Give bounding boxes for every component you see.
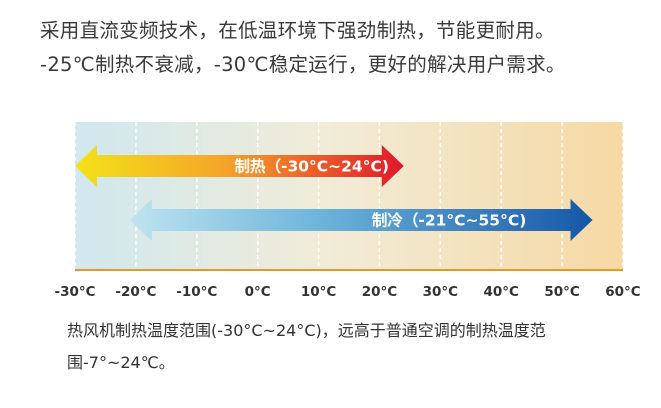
- heating-range-arrow: [75, 145, 404, 187]
- intro-line-1: 采用直流变频技术，在低温环境下强劲制热，节能更耐用。: [40, 19, 555, 42]
- axis-tick-label: 40°C: [483, 284, 519, 300]
- axis-tick-label: 50°C: [544, 284, 580, 300]
- heating-range-label: 制热（-30°C~24°C): [235, 157, 389, 176]
- axis-tick-label: 10°C: [301, 284, 337, 300]
- axis-tick-labels: -30°C -20°C -10°C 0°C 10°C 20°C 30°C 40°C 50°C 60…: [54, 284, 640, 300]
- axis-tick-label: -10°C: [176, 284, 217, 300]
- axis-tick-label: 0°C: [245, 284, 271, 300]
- axis-tick-label: 60°C: [605, 284, 641, 300]
- axis-tick-label: -30°C: [54, 284, 95, 300]
- footnote-line-2: 围-7°~24℃。: [67, 353, 175, 372]
- cooling-range-arrow: [129, 199, 593, 241]
- temperature-background-band: [75, 122, 623, 270]
- axis-tick-label: 20°C: [362, 284, 398, 300]
- intro-text: 采用直流变频技术，在低温环境下强劲制热，节能更耐用。 -25℃制热不衰减，-30…: [40, 14, 650, 82]
- axis-tick-label: 30°C: [423, 284, 459, 300]
- footnote-line-1: 热风机制热温度范围(-30°C~24°C)，远高于普通空调的制热温度范: [67, 321, 546, 340]
- intro-line-2: -25℃制热不衰减，-30℃稳定运行，更好的解决用户需求。: [40, 53, 566, 76]
- grid-lines: [74, 122, 624, 270]
- footnote-text: 热风机制热温度范围(-30°C~24°C)，远高于普通空调的制热温度范 围-7°…: [67, 315, 647, 379]
- cooling-range-label: 制冷（-21°C~55°C): [372, 211, 526, 230]
- axis-tick-label: -20°C: [115, 284, 156, 300]
